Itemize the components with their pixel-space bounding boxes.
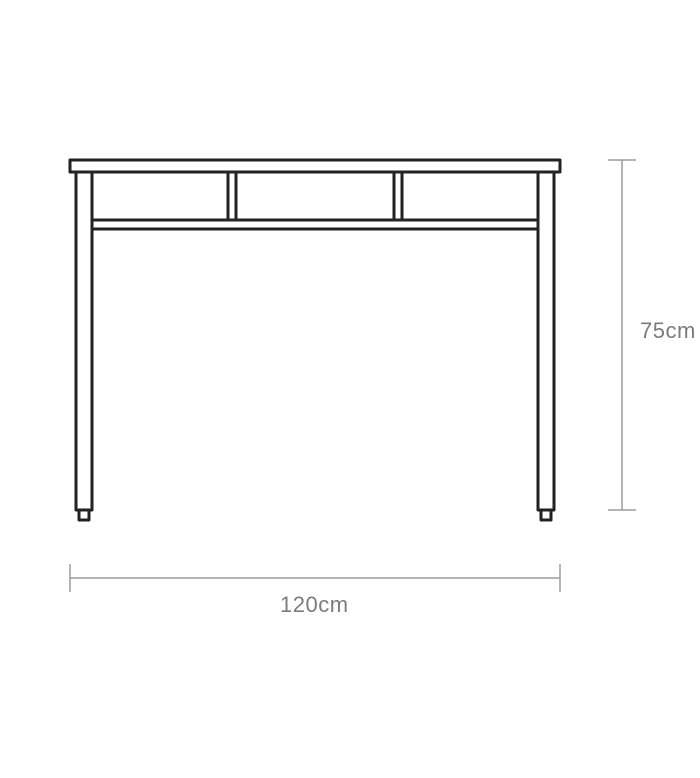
height-dimension-label: 75cm <box>640 318 696 344</box>
diagram-canvas: 120cm 75cm <box>0 0 700 778</box>
drawing-svg <box>0 0 700 778</box>
width-dimension-label: 120cm <box>280 592 349 618</box>
